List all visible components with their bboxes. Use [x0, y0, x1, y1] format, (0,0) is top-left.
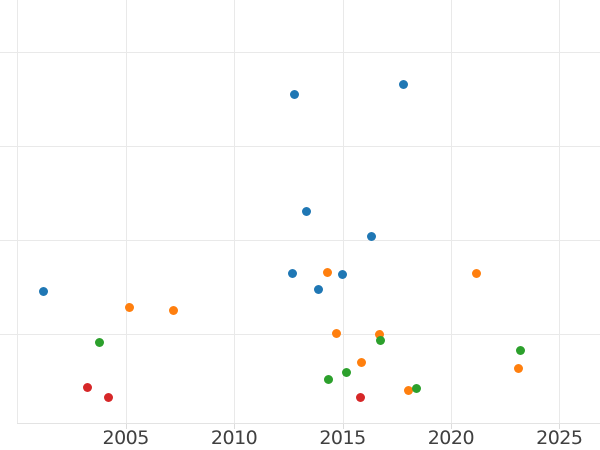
data-point-orange [331, 328, 341, 338]
x-axis-tick [125, 424, 127, 429]
gridline-horizontal [0, 334, 600, 335]
data-point-blue [302, 206, 312, 216]
x-tick-label: 2025 [536, 427, 583, 449]
data-point-orange [125, 302, 135, 312]
data-point-green [515, 345, 525, 355]
x-axis-tick [342, 424, 344, 429]
data-point-green [411, 383, 421, 393]
x-tick-label: 2005 [102, 427, 150, 449]
data-point-blue [38, 286, 48, 296]
x-tick-label: 2020 [427, 427, 475, 449]
data-point-blue [338, 269, 347, 279]
x-tick-label: 2010 [210, 427, 258, 449]
data-point-blue [290, 89, 300, 99]
gridline-vertical [559, 0, 561, 423]
data-point-blue [314, 284, 324, 294]
gridline-vertical [450, 0, 452, 423]
data-point-blue [366, 231, 376, 241]
data-point-orange [513, 363, 523, 373]
gridline-vertical [234, 0, 236, 423]
data-point-orange [472, 268, 482, 278]
data-point-orange [168, 305, 178, 315]
data-point-red [104, 392, 114, 402]
gridline-vertical [342, 0, 344, 423]
data-point-green [94, 337, 104, 347]
data-point-orange [404, 385, 414, 395]
gridline-horizontal [0, 146, 600, 147]
x-axis-line [17, 423, 600, 424]
gridline-horizontal [0, 240, 600, 241]
data-point-green [323, 374, 333, 384]
gridline-horizontal [0, 52, 600, 53]
x-axis-tick [559, 424, 561, 429]
data-point-orange [375, 329, 385, 339]
data-point-orange [322, 267, 332, 277]
data-point-blue [399, 79, 409, 89]
x-axis-tick [450, 424, 452, 429]
x-tick-label: 2015 [319, 427, 366, 449]
data-point-blue [288, 268, 298, 278]
gridline-vertical [17, 0, 19, 423]
x-axis-tick [234, 424, 236, 429]
data-point-red [82, 382, 92, 392]
data-point-green [375, 335, 385, 345]
data-point-green [342, 367, 352, 377]
data-point-red [356, 392, 366, 402]
data-point-orange [356, 357, 366, 367]
gridline-vertical [125, 0, 127, 423]
